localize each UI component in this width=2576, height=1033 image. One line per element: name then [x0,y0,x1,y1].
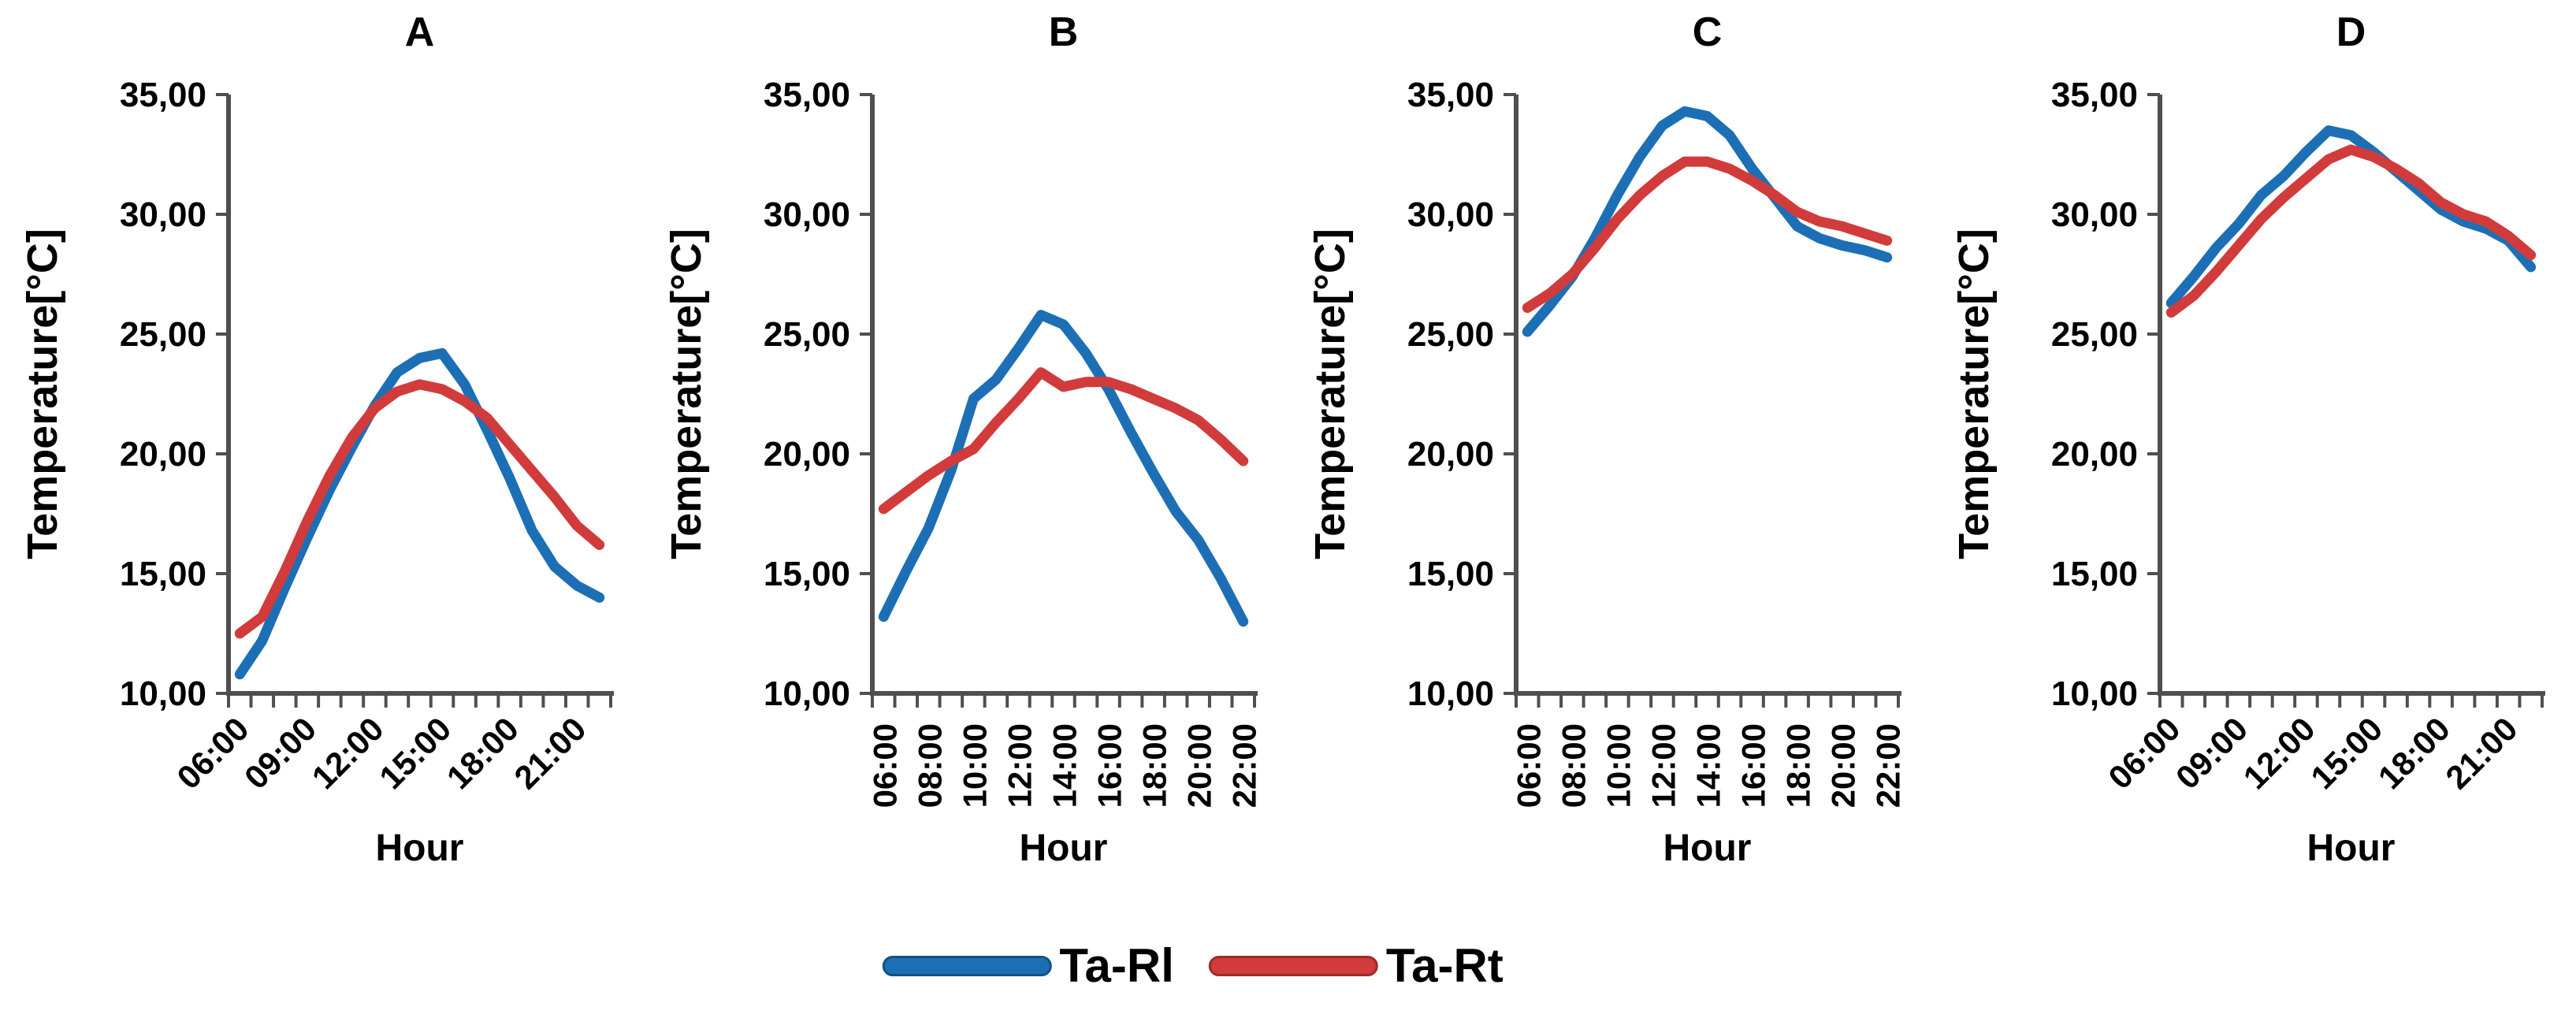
panel-title: B [1049,9,1079,55]
y-axis-title: Temperature[°C] [19,229,66,559]
legend-label-ta-rl: Ta-Rl [1059,939,1174,992]
series-line-ta-rl [234,347,605,680]
x-tick-label: 12:00 [305,710,391,796]
y-tick-label: 30,00 [764,195,850,234]
y-tick-label: 10,00 [120,674,206,713]
y-tick-label: 25,00 [120,315,206,354]
chart-panel-d: D 35,00 30,00 25,00 20,00 15,00 10,00 06:00 09:0… [1931,0,2575,906]
x-tick-label: 18:00 [2371,710,2457,796]
y-tick-label: 30,00 [2051,195,2138,234]
x-axis-title: Hour [1020,827,1108,869]
x-tick-label: 18:00 [1780,723,1817,808]
y-tick-label: 30,00 [120,195,206,234]
x-tick-label: 16:00 [1091,723,1128,808]
chart-svg-D: D 35,00 30,00 25,00 20,00 15,00 10,0006:0009:0… [1950,9,2545,869]
x-tick-label: 14:00 [1690,723,1727,808]
chart-svg-B: B 35,00 30,00 25,00 20,00 15,00 10,00 06:00 08:0… [663,9,1263,869]
x-tick-label: 21:00 [507,710,593,796]
x-tick-label: 18:00 [1136,723,1173,808]
x-tick-label: 08:00 [911,723,948,808]
y-tick-label: 35,00 [764,76,850,114]
x-tick-label: 10:00 [1600,723,1637,808]
legend: Ta-Rl Ta-Rt [882,939,1504,992]
y-tick-label: 15,00 [764,555,850,593]
x-tick-label: 06:00 [1510,723,1547,808]
x-axis-title: Hour [1663,827,1752,869]
y-tick-label: 15,00 [2051,555,2138,593]
series-line-ta-rt [2165,144,2537,318]
y-tick-label: 10,00 [2051,674,2138,713]
x-tick-label: 09:00 [237,710,323,796]
x-tick-label: 14:00 [1046,723,1084,808]
y-tick-label: 20,00 [1407,435,1494,474]
y-axis-title: Temperature[°C] [663,229,710,559]
legend-item-ta-rl: Ta-Rl [882,942,1174,990]
x-tick-label: 10:00 [956,723,993,808]
x-tick-label: 06:00 [169,710,255,796]
y-tick-label: 10,00 [1407,674,1494,713]
legend-line-swatch-blue [882,956,1052,976]
x-tick-label: 16:00 [1735,723,1772,808]
panel-title: A [405,9,435,55]
x-tick-label: 06:00 [2101,710,2187,796]
panel-title: D [2336,9,2366,55]
x-tick-label: 21:00 [2438,710,2524,796]
y-tick-label: 25,00 [2051,315,2138,354]
x-tick-label: 12:00 [2236,710,2322,796]
y-tick-label: 20,00 [764,435,850,474]
y-tick-label: 20,00 [2051,435,2138,474]
series-line-ta-rl [2165,125,2537,308]
x-tick-label: 22:00 [1870,723,1907,808]
x-tick-label: 09:00 [2169,710,2254,796]
x-tick-label: 12:00 [1001,723,1038,808]
x-axis-title: Hour [2307,827,2396,869]
panel-title: C [1693,9,1723,55]
series-line-ta-rt [878,367,1249,515]
x-tick-label: 20:00 [1181,723,1218,808]
series-line-ta-rl [878,310,1249,627]
y-tick-label: 20,00 [120,435,206,474]
x-tick-label: 12:00 [1645,723,1682,808]
x-tick-label: 20:00 [1825,723,1862,808]
y-tick-label: 25,00 [764,315,850,354]
y-axis-title: Temperature[°C] [1950,229,1998,559]
x-tick-label: 18:00 [440,710,526,796]
legend-line-swatch-red [1208,956,1378,976]
chart-panel-a: A 35,00 30,00 25,00 20,00 15,00 10,00 06:00 09:0… [0,0,644,906]
y-tick-label: 15,00 [1407,555,1494,593]
legend-label-ta-rt: Ta-Rt [1385,939,1504,992]
series-line-ta-rt [234,379,605,639]
x-tick-label: 15:00 [2303,710,2389,796]
x-axis-title: Hour [376,827,464,869]
y-tick-label: 10,00 [764,674,850,713]
chart-panel-b: B 35,00 30,00 25,00 20,00 15,00 10,00 06:00 08:0… [644,0,1288,906]
y-tick-label: 25,00 [1407,315,1494,354]
y-tick-label: 15,00 [120,555,206,593]
x-tick-label: 08:00 [1555,723,1592,808]
series-line-ta-rt [1522,156,1893,314]
y-tick-label: 35,00 [120,76,206,114]
charts-row: A 35,00 30,00 25,00 20,00 15,00 10,00 06:00 09:0… [0,0,2575,906]
x-tick-label: 22:00 [1226,723,1263,808]
chart-svg-C: C 35,00 30,00 25,00 20,00 15,00 10,00 06:00 08:0… [1307,9,1907,869]
y-tick-label: 35,00 [2051,76,2138,114]
x-tick-label: 06:00 [866,723,903,808]
x-tick-label: 15:00 [372,710,458,796]
chart-panel-c: C 35,00 30,00 25,00 20,00 15,00 10,00 06:00 08:0… [1288,0,1931,906]
legend-item-ta-rt: Ta-Rt [1208,939,1504,992]
chart-svg-A: A 35,00 30,00 25,00 20,00 15,00 10,0006:0009:0… [19,9,614,869]
y-axis-title: Temperature[°C] [1307,229,1354,559]
y-tick-label: 30,00 [1407,195,1494,234]
y-tick-label: 35,00 [1407,76,1494,114]
